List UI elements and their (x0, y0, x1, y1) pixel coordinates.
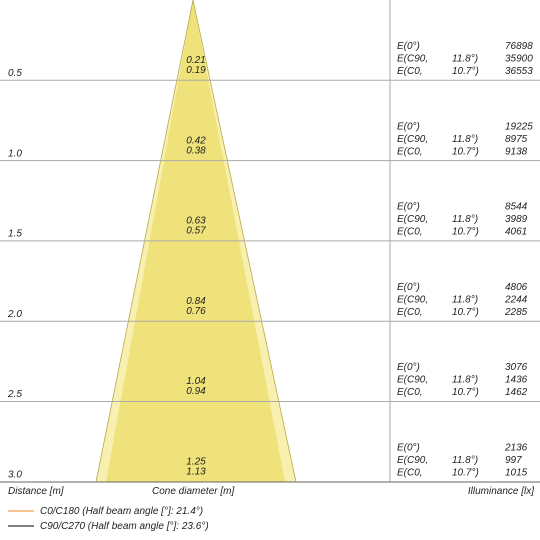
distance: 3.0 (8, 470, 22, 481)
diameter: 0.76 (186, 306, 206, 317)
illum-label: E(C90, (397, 134, 428, 145)
illum-value: 1436 (505, 375, 528, 386)
illum-angle: 11.8°) (452, 455, 478, 466)
illum-angle: 11.8°) (452, 54, 478, 65)
distance: 2.0 (7, 309, 22, 320)
distance: 2.5 (7, 389, 22, 400)
illum-label: E(0°) (397, 202, 420, 213)
illum-label: E(C90, (397, 214, 428, 225)
illum-label: E(0°) (397, 282, 420, 293)
illum-value: 35900 (505, 54, 533, 65)
illum-label: E(C0, (397, 146, 423, 157)
diameter: 0.94 (186, 386, 206, 397)
illum-value: 2285 (504, 307, 528, 318)
illum-label: E(C90, (397, 455, 428, 466)
diameter: 1.04 (186, 376, 206, 387)
illum-value: 3989 (505, 214, 528, 225)
illum-value: 1462 (505, 387, 528, 398)
illum-label: E(C0, (397, 387, 423, 398)
diameter: 0.42 (186, 135, 206, 146)
footer-diameter: Cone diameter [m] (152, 486, 234, 497)
illum-value: 997 (505, 455, 522, 466)
illum-value: 2244 (504, 294, 528, 305)
illum-value: 4806 (505, 282, 528, 293)
diameter: 1.13 (186, 467, 206, 478)
illum-value: 4061 (505, 227, 527, 238)
illum-value: 76898 (505, 41, 533, 52)
diameter: 0.21 (186, 55, 205, 66)
illum-angle: 10.7°) (452, 387, 479, 398)
illum-value: 36553 (505, 66, 533, 77)
illum-label: E(C90, (397, 375, 428, 386)
distance: 0.5 (8, 68, 22, 79)
illum-label: E(C90, (397, 54, 428, 65)
illum-angle: 11.8°) (452, 375, 478, 386)
illum-value: 9138 (505, 146, 528, 157)
illum-value: 2136 (504, 443, 528, 454)
illum-angle: 10.7°) (452, 307, 479, 318)
illum-label: E(0°) (397, 41, 420, 52)
footer-illuminance: Illuminance [lx] (468, 486, 534, 497)
illum-label: E(C90, (397, 294, 428, 305)
distance: 1.0 (8, 148, 22, 159)
diameter: 0.63 (186, 216, 206, 227)
illum-angle: 10.7°) (452, 66, 479, 77)
illum-label: E(C0, (397, 227, 423, 238)
illum-angle: 10.7°) (452, 227, 479, 238)
illum-label: E(C0, (397, 468, 423, 479)
diameter: 0.84 (186, 296, 206, 307)
legend-entry: C90/C270 (Half beam angle [°]: 23.6°) (40, 521, 209, 532)
illum-value: 3076 (505, 362, 528, 373)
illum-angle: 10.7°) (452, 146, 479, 157)
illum-label: E(0°) (397, 443, 420, 454)
illum-value: 19225 (505, 121, 533, 132)
illum-label: E(0°) (397, 121, 420, 132)
illum-label: E(C0, (397, 307, 423, 318)
illum-angle: 11.8°) (452, 214, 478, 225)
illum-label: E(C0, (397, 66, 423, 77)
illum-angle: 11.8°) (452, 134, 478, 145)
footer-distance: Distance [m] (8, 486, 64, 497)
legend-entry: C0/C180 (Half beam angle [°]: 21.4°) (40, 506, 203, 517)
illum-value: 8544 (505, 202, 528, 213)
distance: 1.5 (8, 229, 22, 240)
diameter: 0.19 (186, 65, 206, 76)
diameter: 1.25 (186, 457, 206, 468)
illum-label: E(0°) (397, 362, 420, 373)
illum-value: 8975 (505, 134, 528, 145)
diameter: 0.38 (186, 145, 206, 156)
diameter: 0.57 (186, 226, 206, 237)
illum-angle: 10.7°) (452, 468, 479, 479)
illum-value: 1015 (505, 468, 528, 479)
illum-angle: 11.8°) (452, 294, 478, 305)
